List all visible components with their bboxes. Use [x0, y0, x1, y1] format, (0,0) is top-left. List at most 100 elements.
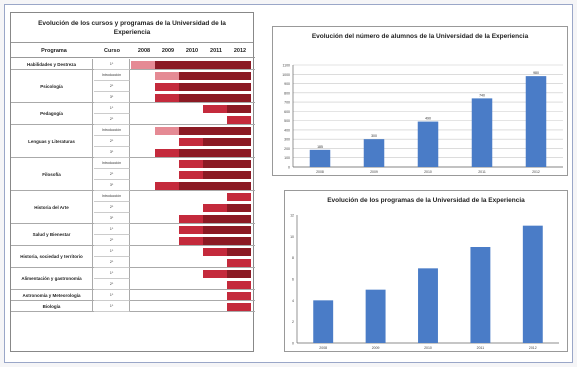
y-tick-label: 400 — [284, 128, 290, 132]
program-year-bar — [227, 302, 251, 311]
program-year-bar — [179, 214, 203, 223]
programs-chart: 0 2 4 6 8 10 12 2008 2009 2010 2011 2012 — [290, 214, 559, 350]
program-year-bar — [203, 269, 227, 278]
program-year-bar — [227, 192, 251, 201]
program-year-bar — [179, 126, 203, 135]
bar — [417, 121, 439, 167]
y-tick-label: 4 — [292, 299, 294, 303]
y-tick-label: 100 — [284, 156, 290, 160]
program-year-bar — [203, 170, 227, 179]
program-year-bar — [155, 148, 179, 157]
course-label: 3º — [94, 147, 130, 158]
data-label: 300 — [371, 134, 377, 138]
program-year-bar — [203, 236, 227, 245]
course-label: 2º — [94, 202, 130, 213]
data-label: 740 — [479, 93, 485, 97]
program-year-bar — [227, 236, 251, 245]
students-chart-title: Evolución del número de alumnos de la Un… — [311, 33, 529, 40]
program-year-bar — [203, 225, 227, 234]
course-label: 1º — [94, 301, 130, 312]
course-label: 1º — [94, 268, 130, 279]
program-year-bar — [203, 82, 227, 91]
program-year-bar — [179, 159, 203, 168]
table-row: Habilidades y Destreza 1º — [11, 59, 255, 70]
program-name: Habilidades y Destreza — [11, 59, 93, 69]
program-name: Historia, sociedad y territorio — [11, 246, 93, 267]
y-tick-label: 8 — [292, 256, 294, 260]
program-name: Alimentación y gastronomía — [11, 268, 93, 289]
table-row: Alimentación y gastronomía 1º 2º — [11, 268, 255, 290]
program-year-bar — [203, 247, 227, 256]
program-year-bar — [179, 236, 203, 245]
table-row: Lenguas y Literaturas Introducción 2º 3º — [11, 125, 255, 158]
course-label: 2º — [94, 114, 130, 125]
program-year-bar — [155, 126, 179, 135]
course-label: Introducción — [94, 70, 130, 81]
program-year-bar — [203, 104, 227, 113]
x-tick-label: 2008 — [319, 346, 327, 350]
y-tick-label: 600 — [284, 110, 290, 114]
program-year-bar — [227, 159, 251, 168]
table-row: Pedagogía 1º 2º — [11, 103, 255, 125]
bar — [363, 139, 385, 167]
program-year-bar — [227, 280, 251, 289]
course-label: 1º — [94, 103, 130, 114]
course-label: 3º — [94, 213, 130, 224]
program-year-bar — [227, 93, 251, 102]
program-name: Pedagogía — [11, 103, 93, 124]
y-tick-label: 1000 — [282, 73, 290, 77]
header-course: Curso — [104, 48, 120, 54]
table-row: Biología 1º — [11, 301, 255, 312]
program-year-bar — [179, 82, 203, 91]
courses-table: Evolución de los cursos y programas de l… — [10, 12, 255, 352]
program-year-bar — [227, 137, 251, 146]
program-year-bar — [155, 82, 179, 91]
table-row: Salud y Bienestar 1º 2º — [11, 224, 255, 246]
table-row: Historia del Arte Introducción 2º 3º — [11, 191, 255, 224]
program-year-bar — [203, 93, 227, 102]
course-label: Introducción — [94, 191, 130, 202]
program-year-bar — [227, 247, 251, 256]
program-year-bar — [155, 181, 179, 190]
program-name: Filosofía — [11, 158, 93, 190]
x-tick-label: 2011 — [478, 170, 486, 174]
program-year-bar — [179, 225, 203, 234]
course-label: 1º — [94, 246, 130, 257]
header-year-2: 2009 — [161, 48, 175, 54]
x-tick-label: 2012 — [532, 170, 540, 174]
program-year-bar — [155, 60, 179, 69]
bar — [522, 225, 543, 343]
y-tick-label: 12 — [290, 214, 294, 218]
program-name: Lenguas y Literaturas — [11, 125, 93, 157]
program-year-bar — [155, 71, 179, 80]
header-year-4: 2011 — [210, 48, 222, 54]
y-tick-label: 0 — [292, 342, 294, 346]
course-label: 2º — [94, 136, 130, 147]
header-year-1: 2008 — [137, 48, 151, 54]
program-year-bar — [227, 148, 251, 157]
program-year-bar — [227, 170, 251, 179]
bar — [365, 289, 386, 343]
y-tick-label: 10 — [290, 235, 294, 239]
header-year-3: 2010 — [185, 48, 199, 54]
program-year-bar — [227, 82, 251, 91]
y-tick-label: 500 — [284, 119, 290, 123]
y-tick-label: 300 — [284, 138, 290, 142]
y-tick-label: 6 — [292, 278, 294, 282]
data-label: 980 — [533, 71, 539, 75]
table-row: Filosofía Introducción 2º 3º — [11, 158, 255, 191]
students-chart: 0 100 200 300 400 500 600 700 800 900 1000 1100 2008… — [282, 64, 563, 174]
program-year-bar — [203, 148, 227, 157]
program-year-bar — [131, 60, 155, 69]
table-row: Psicología Introducción 2º 3º — [11, 70, 255, 103]
course-label: 1º — [94, 224, 130, 235]
table-title: Evolución de los cursos y programas de l… — [11, 13, 253, 43]
course-label: 2º — [94, 257, 130, 268]
program-year-bar — [227, 203, 251, 212]
program-name: Psicología — [11, 70, 93, 102]
course-label: 2º — [94, 81, 130, 92]
program-year-bar — [227, 214, 251, 223]
x-tick-label: 2011 — [477, 346, 485, 350]
programs-chart-title: Evolución de los programas de la Univers… — [327, 197, 525, 204]
program-year-bar — [179, 93, 203, 102]
